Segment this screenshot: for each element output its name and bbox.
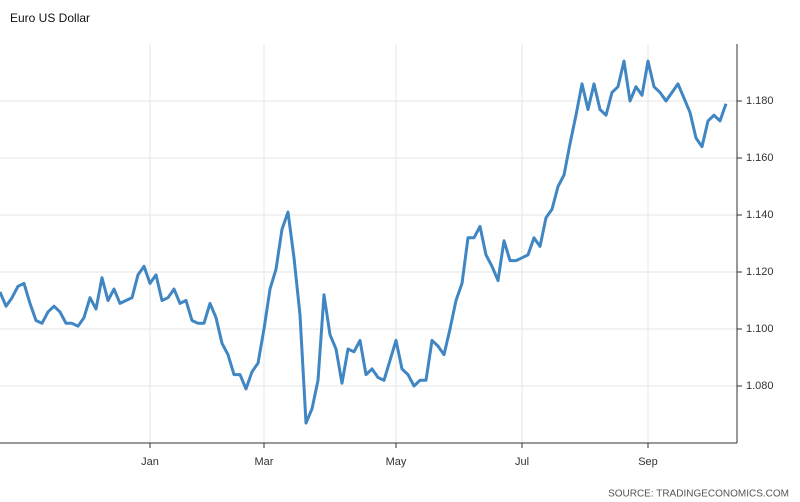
y-tick-label: 1.100	[746, 323, 774, 335]
chart-title: Euro US Dollar	[10, 11, 90, 25]
line-series	[0, 59, 728, 425]
source: SOURCE: TRADINGECONOMICS.COM	[608, 489, 789, 500]
x-tick-label: Jul	[515, 456, 529, 468]
y-tick-label: 1.080	[746, 380, 774, 392]
y-tick-label: 1.140	[746, 209, 774, 221]
x-tick-label: Mar	[255, 456, 274, 468]
y-tick-label: 1.180	[746, 95, 774, 107]
y-tick-label: 1.160	[746, 152, 774, 164]
x-tick-label: May	[386, 456, 407, 468]
x-tick-label: Jan	[141, 456, 159, 468]
x-tick-label: Sep	[638, 456, 658, 468]
y-tick-label: 1.120	[746, 266, 774, 278]
